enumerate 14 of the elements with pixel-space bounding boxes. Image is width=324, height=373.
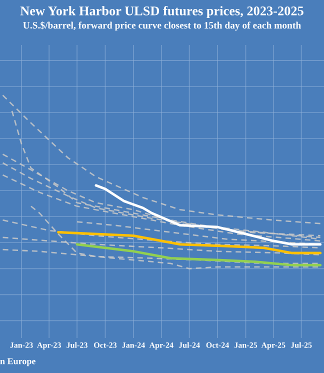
x-tick-label: Oct-24 xyxy=(206,342,230,348)
x-tick-label: Apr-23 xyxy=(37,342,61,350)
x-tick-label: Jan-24 xyxy=(122,342,145,348)
text: n Europe xyxy=(0,358,36,366)
x-tick-label: Jan-23 xyxy=(10,342,33,348)
x-tick-label: Apr-24 xyxy=(149,342,174,350)
x-tick-label: Jul-24 xyxy=(178,342,200,348)
x-tick-label: Apr-25 xyxy=(261,342,286,350)
x-tick-label: Jul-25 xyxy=(290,342,312,348)
x-tick-label: Jul-23 xyxy=(66,342,88,348)
chart-title: New York Harbor ULSD futures prices, 2023-2025 xyxy=(20,6,304,18)
chart-subtitle: U.S.$/barrel, forward price curve closest to 15th day of each month xyxy=(23,21,301,31)
x-tick-label: Oct-23 xyxy=(94,342,117,348)
x-tick-label: Jan-25 xyxy=(234,342,258,348)
